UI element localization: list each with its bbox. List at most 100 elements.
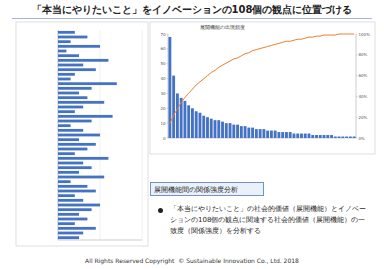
bar	[338, 137, 341, 138]
bar	[58, 101, 104, 104]
bar	[244, 126, 247, 138]
y2-tick-label: 100%	[359, 32, 371, 37]
bar	[210, 119, 213, 138]
bar	[202, 116, 205, 138]
bar	[58, 171, 79, 174]
bar	[58, 50, 66, 53]
y-tick-label: 20	[160, 106, 166, 111]
bullet-text: 「本当にやりたいこと」の社会的価値（展開機能）とイノベーションの108個の観点に…	[170, 204, 370, 237]
bar	[58, 176, 104, 179]
bar	[58, 208, 92, 211]
bar	[341, 137, 344, 138]
y-tick-label: 10	[160, 121, 166, 126]
bar	[58, 157, 108, 160]
bar	[58, 36, 87, 39]
y-axis	[168, 34, 169, 138]
bar	[58, 134, 100, 137]
bar	[58, 73, 75, 76]
bar	[225, 123, 228, 138]
bar	[259, 129, 262, 138]
slide-title: 「本当にやりたいこと」をイノベーションの108個の観点に位置づける	[0, 3, 384, 17]
bar	[58, 218, 87, 221]
bar	[58, 124, 71, 127]
grid-line	[142, 30, 143, 240]
bar	[334, 137, 337, 138]
bar	[58, 129, 83, 132]
bar	[296, 134, 299, 138]
left-chart-frame	[16, 22, 148, 246]
bar	[58, 232, 83, 235]
bar	[232, 125, 235, 138]
bar	[311, 135, 314, 138]
bar	[58, 143, 96, 146]
bar	[274, 131, 277, 138]
bar	[58, 40, 71, 43]
bar	[304, 134, 307, 138]
y2-tick-label: 60%	[359, 73, 368, 78]
bar	[176, 93, 179, 138]
bar	[319, 135, 322, 138]
y-tick-label: 0	[163, 136, 166, 141]
bar	[217, 120, 220, 138]
bar	[58, 236, 79, 239]
bar	[281, 132, 284, 138]
bar	[214, 120, 217, 138]
bar	[58, 152, 75, 155]
bar	[277, 132, 280, 138]
bar	[172, 76, 175, 138]
bar	[353, 137, 356, 138]
bar	[58, 31, 75, 34]
bar	[58, 78, 71, 81]
bar	[251, 128, 254, 138]
bar	[330, 135, 333, 138]
y-tick-label: 40	[160, 76, 166, 81]
x-axis	[58, 240, 142, 241]
bar	[206, 117, 209, 138]
y2-axis	[356, 34, 357, 138]
bar	[58, 59, 108, 62]
footer: All Rights Reserved Copyright © Sustaina…	[0, 257, 384, 264]
right-chart-frame	[150, 22, 375, 154]
bar	[349, 137, 352, 138]
bar	[323, 135, 326, 138]
bar	[293, 134, 296, 138]
bar	[58, 166, 92, 169]
bar	[58, 64, 83, 67]
chart-title: 展開機能の出現頻度	[200, 24, 245, 30]
bar	[58, 115, 113, 118]
y-tick-label: 60	[160, 46, 166, 51]
y-tick-label: 70	[160, 32, 166, 37]
y-tick-label: 50	[160, 61, 166, 66]
bar	[289, 132, 292, 138]
bar	[285, 132, 288, 138]
bar	[236, 125, 239, 138]
bar	[58, 106, 83, 109]
bar	[240, 126, 243, 138]
bar	[270, 131, 273, 138]
bar	[58, 45, 100, 48]
bar	[58, 148, 87, 151]
bar	[247, 128, 250, 138]
bar	[58, 222, 75, 225]
section-heading: 展開機能間の関係強度分析	[150, 182, 264, 196]
bar	[58, 120, 92, 123]
bar	[58, 96, 87, 99]
bar	[191, 108, 194, 138]
y-tick-label: 30	[160, 91, 166, 96]
bar	[58, 199, 83, 202]
bar	[195, 111, 198, 138]
bar	[58, 204, 100, 207]
bar	[262, 129, 265, 138]
bullet-dot	[158, 208, 163, 213]
bar	[58, 185, 87, 188]
bar	[58, 213, 79, 216]
cumulative-line	[170, 34, 354, 123]
y2-tick-label: 0%	[359, 136, 366, 141]
y2-tick-label: 20%	[359, 115, 368, 120]
bar	[58, 190, 96, 193]
bar	[58, 110, 75, 113]
bar	[183, 101, 186, 138]
left-bars	[58, 31, 117, 239]
y2-tick-label: 40%	[359, 94, 368, 99]
title-rule	[12, 18, 372, 19]
